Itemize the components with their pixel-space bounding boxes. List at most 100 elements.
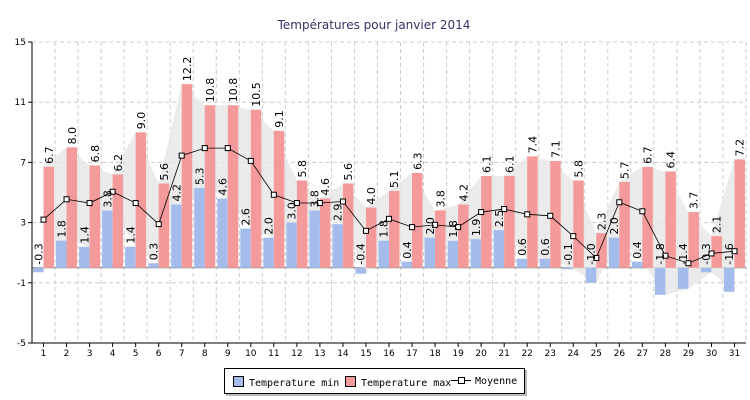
bar-max bbox=[711, 236, 722, 268]
max-value-label: 6.1 bbox=[480, 155, 493, 173]
max-value-label: 10.8 bbox=[227, 78, 240, 103]
max-value-label: 9.1 bbox=[273, 110, 286, 128]
bar-min bbox=[263, 237, 274, 268]
y-tick-label: -1 bbox=[17, 279, 26, 289]
average-point bbox=[616, 199, 623, 206]
min-value-label: 1.8 bbox=[55, 220, 68, 238]
bar-max bbox=[619, 181, 630, 268]
bar-max bbox=[43, 166, 55, 268]
min-value-label: 5.3 bbox=[193, 167, 206, 185]
bar-min bbox=[470, 239, 482, 268]
min-value-label: 4.2 bbox=[170, 184, 183, 202]
bar-max bbox=[273, 130, 285, 268]
min-value-label: 3.8 bbox=[309, 190, 322, 208]
min-value-label: 0.6 bbox=[516, 238, 529, 256]
legend-average-swatch bbox=[451, 376, 471, 385]
x-tick-label: 17 bbox=[406, 349, 417, 359]
min-value-label: -1.8 bbox=[654, 243, 667, 264]
min-value-label: -0.4 bbox=[355, 243, 368, 264]
min-value-label: 2.5 bbox=[493, 210, 506, 227]
average-point bbox=[339, 198, 346, 205]
x-tick-label: 7 bbox=[179, 349, 185, 359]
bar-max bbox=[342, 183, 354, 268]
max-value-label: 5.1 bbox=[388, 170, 401, 188]
average-point bbox=[524, 211, 531, 218]
max-value-label: 9.0 bbox=[135, 112, 148, 130]
bar-max bbox=[458, 204, 469, 268]
bar-max bbox=[181, 84, 193, 268]
min-value-label: 0.3 bbox=[147, 243, 160, 261]
average-point bbox=[63, 196, 70, 203]
average-point bbox=[132, 200, 139, 207]
x-tick-label: 11 bbox=[268, 349, 279, 359]
bar-min bbox=[56, 240, 67, 268]
min-value-label: 2.6 bbox=[240, 208, 253, 226]
max-value-label: 10.8 bbox=[204, 78, 217, 103]
bar-max bbox=[688, 212, 699, 268]
legend-item-average: Moyenne bbox=[451, 376, 517, 387]
bar-max bbox=[665, 171, 676, 268]
x-tick-label: 27 bbox=[637, 349, 648, 359]
min-max-band bbox=[43, 84, 735, 295]
average-point bbox=[708, 250, 715, 257]
average-point bbox=[86, 200, 93, 207]
min-value-label: 2.0 bbox=[608, 217, 621, 235]
bar-max bbox=[135, 132, 147, 268]
bar-max bbox=[412, 172, 423, 268]
min-value-label: 2.0 bbox=[263, 217, 276, 235]
bar-min bbox=[654, 267, 666, 295]
x-tick-label: 19 bbox=[452, 349, 464, 359]
x-tick-label: 4 bbox=[110, 349, 116, 359]
average-point bbox=[731, 248, 738, 255]
min-value-label: -0.3 bbox=[700, 243, 713, 264]
max-value-label: 4.6 bbox=[319, 178, 332, 196]
min-value-label: -0.3 bbox=[32, 243, 45, 264]
legend-max-label: Temperature max bbox=[361, 378, 452, 389]
average-point bbox=[501, 206, 508, 213]
average-point bbox=[662, 252, 669, 259]
bar-max bbox=[481, 175, 492, 268]
average-point bbox=[432, 221, 439, 228]
average-point bbox=[570, 233, 577, 240]
x-tick-label: 21 bbox=[498, 349, 509, 359]
data-labels-group: -0.3 6.7 1.8 8.0 1.4 6.8 3.8 6.2 1.4 9.0 0.3 5.6 4.2… bbox=[32, 57, 746, 265]
bar-max bbox=[89, 165, 101, 268]
average-point bbox=[293, 200, 300, 207]
x-tick-label: 25 bbox=[591, 349, 602, 359]
bar-min bbox=[585, 267, 597, 283]
x-tick-label: 12 bbox=[291, 349, 302, 359]
bar-min bbox=[516, 258, 528, 268]
x-tick-label: 16 bbox=[383, 349, 395, 359]
bar-min bbox=[677, 267, 689, 289]
bar-min bbox=[102, 210, 113, 268]
bar-max bbox=[66, 147, 78, 268]
bar-min bbox=[286, 222, 297, 268]
x-tick-label: 13 bbox=[314, 349, 325, 359]
y-tick-label: 7 bbox=[20, 158, 26, 168]
average-point bbox=[478, 209, 485, 216]
average-point bbox=[455, 224, 462, 231]
x-tick-label: 1 bbox=[41, 349, 47, 359]
bar-max bbox=[596, 233, 607, 268]
legend-max-swatch bbox=[345, 376, 356, 387]
x-tick-label: 23 bbox=[544, 349, 555, 359]
max-value-label: 5.8 bbox=[573, 160, 586, 178]
min-value-label: -0.1 bbox=[562, 243, 575, 264]
min-value-label: 4.6 bbox=[217, 178, 230, 196]
max-value-label: 5.8 bbox=[296, 160, 309, 178]
min-value-label: -1.4 bbox=[677, 243, 690, 264]
min-value-label: 2.9 bbox=[332, 204, 345, 222]
max-value-label: 7.1 bbox=[549, 140, 562, 158]
bar-max bbox=[296, 180, 308, 268]
bar-min bbox=[401, 261, 413, 268]
x-tick-label: 14 bbox=[337, 349, 349, 359]
min-value-label: 2.0 bbox=[424, 217, 437, 235]
min-value-label: 3.8 bbox=[101, 190, 114, 208]
min-value-label: 0.6 bbox=[539, 238, 552, 256]
bar-max bbox=[204, 105, 216, 268]
y-tick-label: -5 bbox=[17, 339, 26, 349]
bar-max bbox=[319, 198, 331, 268]
bar-max bbox=[227, 105, 239, 268]
